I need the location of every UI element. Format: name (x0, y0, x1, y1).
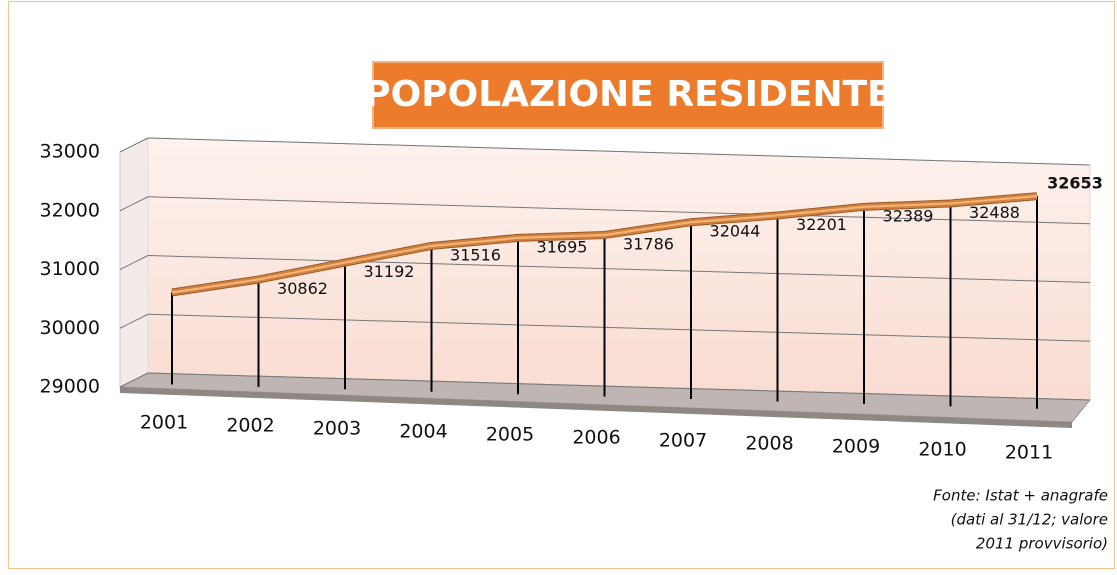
value-label: 32653 (1047, 174, 1103, 193)
grid-line (119, 313, 149, 329)
value-label: 31695 (537, 237, 588, 256)
grid-line (119, 255, 149, 270)
value-label: 32201 (796, 215, 847, 234)
value-label: 32044 (710, 222, 761, 241)
y-tick-label: 31000 (40, 258, 100, 280)
x-tick-label: 2007 (659, 430, 707, 452)
source-note: Fonte: Istat + anagrafe (933, 487, 1108, 505)
grid-line (147, 372, 1091, 401)
chart-title: POPOLAZIONE RESIDENTE (364, 74, 892, 115)
x-tick-label: 2008 (745, 433, 793, 455)
y-tick-label: 29000 (40, 376, 100, 398)
line-highlight (171, 195, 1038, 294)
value-label: 32488 (969, 203, 1020, 222)
x-tick-label: 2005 (486, 424, 534, 446)
grid-line (119, 196, 149, 212)
x-tick-label: 2004 (399, 421, 447, 443)
y-tick-label: 33000 (40, 141, 100, 163)
value-label: 31786 (623, 234, 674, 253)
grid-line (147, 137, 1091, 166)
grid-line (147, 196, 1091, 225)
grid-line (147, 313, 1091, 342)
source-note: (dati al 31/12; valore (951, 511, 1108, 529)
x-tick-label: 2006 (572, 427, 620, 449)
grid-line (147, 255, 1091, 283)
x-tick-label: 2002 (226, 415, 274, 437)
grid-line (119, 137, 149, 153)
y-tick-label: 30000 (40, 317, 100, 339)
x-tick-label: 2010 (918, 439, 966, 461)
value-label: 31516 (450, 245, 501, 264)
grid-line (119, 372, 149, 388)
x-tick-label: 2003 (313, 418, 361, 440)
y-tick-label: 32000 (40, 199, 100, 221)
frame (8, 1, 1115, 569)
floor-edge (120, 387, 1072, 428)
x-tick-label: 2001 (140, 412, 188, 434)
x-tick-label: 2011 (1005, 442, 1053, 464)
title-box (372, 61, 884, 129)
value-label: 30862 (277, 279, 328, 298)
value-label: 32389 (883, 206, 934, 225)
value-label: 31192 (364, 262, 415, 281)
source-note: 2011 provvisorio) (976, 535, 1108, 553)
x-tick-label: 2009 (832, 436, 880, 458)
